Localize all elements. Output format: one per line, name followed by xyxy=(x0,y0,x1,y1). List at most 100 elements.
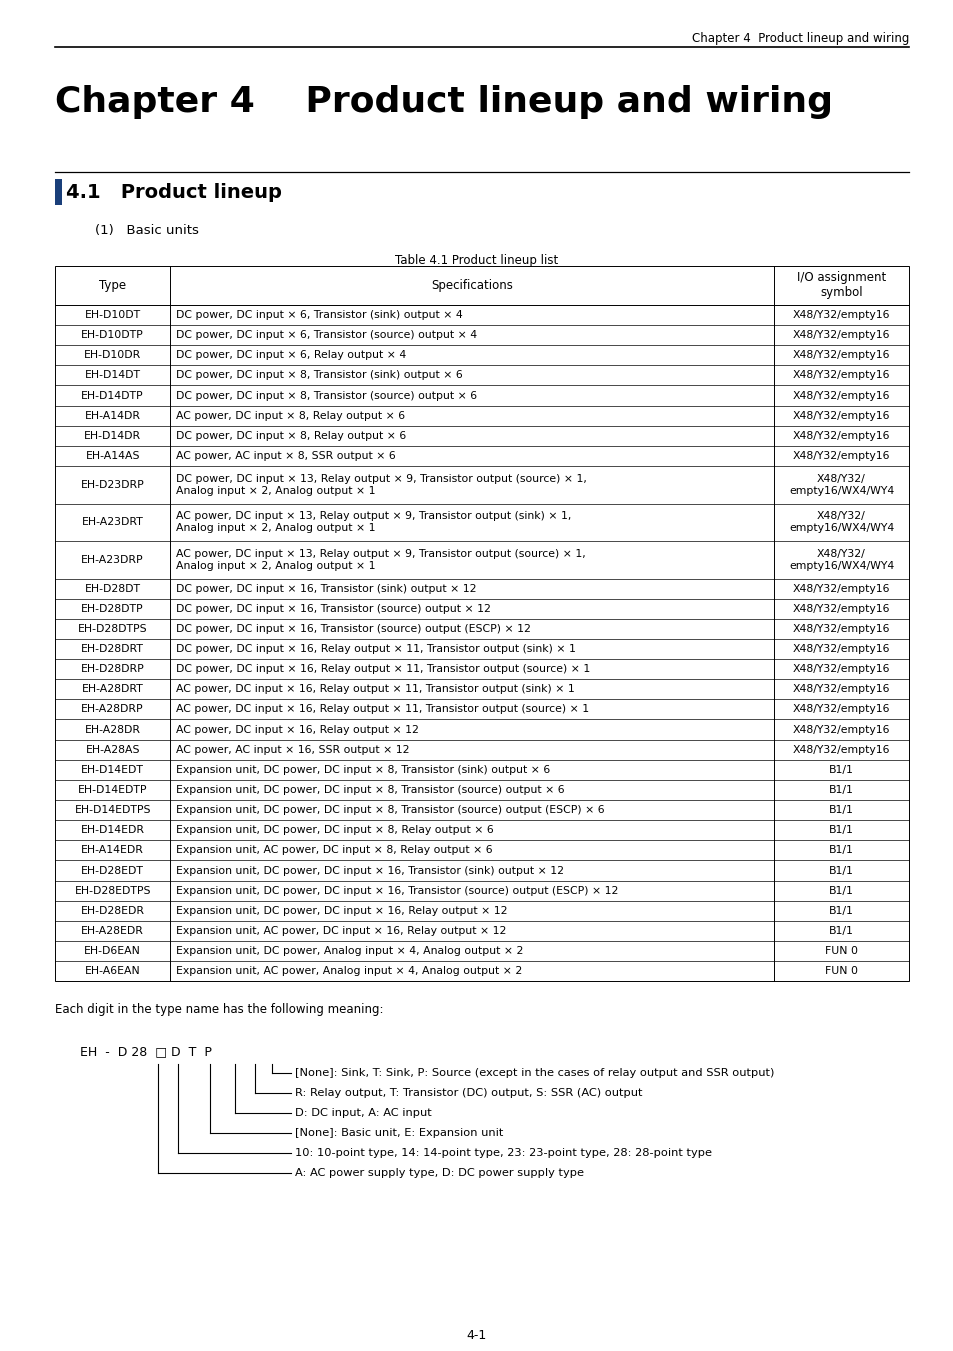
Text: AC power, DC input × 13, Relay output × 9, Transistor output (sink) × 1,
Analog : AC power, DC input × 13, Relay output × … xyxy=(176,512,571,534)
Text: R: Relay output, T: Transistor (DC) output, S: SSR (AC) output: R: Relay output, T: Transistor (DC) outp… xyxy=(294,1089,641,1098)
Text: EH-D23DRP: EH-D23DRP xyxy=(81,480,144,490)
Text: Expansion unit, DC power, DC input × 16, Transistor (sink) output × 12: Expansion unit, DC power, DC input × 16,… xyxy=(176,866,563,875)
Text: Expansion unit, DC power, DC input × 8, Transistor (source) output × 6: Expansion unit, DC power, DC input × 8, … xyxy=(176,785,564,794)
Text: X48/Y32/empty16: X48/Y32/empty16 xyxy=(792,370,889,381)
Text: B1/1: B1/1 xyxy=(828,905,853,916)
Text: EH-A6EAN: EH-A6EAN xyxy=(85,966,140,977)
Text: EH-D14EDT: EH-D14EDT xyxy=(81,765,144,775)
Text: X48/Y32/empty16: X48/Y32/empty16 xyxy=(792,724,889,735)
Text: X48/Y32/
empty16/WX4/WY4: X48/Y32/ empty16/WX4/WY4 xyxy=(788,549,893,570)
Text: 4-1: 4-1 xyxy=(466,1329,487,1342)
Text: B1/1: B1/1 xyxy=(828,785,853,794)
Text: [None]: Sink, T: Sink, P: Source (except in the cases of relay output and SSR ou: [None]: Sink, T: Sink, P: Source (except… xyxy=(294,1069,774,1078)
Text: EH-D28DTPS: EH-D28DTPS xyxy=(78,624,148,634)
Text: EH-D28DTP: EH-D28DTP xyxy=(81,604,144,613)
Bar xyxy=(55,266,908,981)
Text: X48/Y32/empty16: X48/Y32/empty16 xyxy=(792,644,889,654)
Text: AC power, DC input × 16, Relay output × 12: AC power, DC input × 16, Relay output × … xyxy=(176,724,418,735)
Text: EH-D14DR: EH-D14DR xyxy=(84,431,141,440)
Text: Expansion unit, DC power, DC input × 16, Relay output × 12: Expansion unit, DC power, DC input × 16,… xyxy=(176,905,507,916)
Text: D: DC input, A: AC input: D: DC input, A: AC input xyxy=(294,1108,432,1119)
Text: Expansion unit, DC power, Analog input × 4, Analog output × 2: Expansion unit, DC power, Analog input ×… xyxy=(176,946,523,957)
Text: EH-A23DRP: EH-A23DRP xyxy=(81,555,144,565)
Text: Chapter 4  Product lineup and wiring: Chapter 4 Product lineup and wiring xyxy=(691,32,908,45)
Text: EH-D10DR: EH-D10DR xyxy=(84,350,141,361)
Text: I/O assignment
symbol: I/O assignment symbol xyxy=(796,272,885,300)
Text: B1/1: B1/1 xyxy=(828,846,853,855)
Text: DC power, DC input × 6, Relay output × 4: DC power, DC input × 6, Relay output × 4 xyxy=(176,350,406,361)
Text: Expansion unit, AC power, Analog input × 4, Analog output × 2: Expansion unit, AC power, Analog input ×… xyxy=(176,966,522,977)
Text: EH-A28DRP: EH-A28DRP xyxy=(81,704,144,715)
Text: AC power, DC input × 13, Relay output × 9, Transistor output (source) × 1,
Analo: AC power, DC input × 13, Relay output × … xyxy=(176,549,585,570)
Text: AC power, AC input × 16, SSR output × 12: AC power, AC input × 16, SSR output × 12 xyxy=(176,744,410,755)
Text: X48/Y32/empty16: X48/Y32/empty16 xyxy=(792,350,889,361)
Text: B1/1: B1/1 xyxy=(828,805,853,815)
Text: Type: Type xyxy=(99,278,126,292)
Text: Expansion unit, DC power, DC input × 8, Transistor (sink) output × 6: Expansion unit, DC power, DC input × 8, … xyxy=(176,765,550,775)
Text: Each digit in the type name has the following meaning:: Each digit in the type name has the foll… xyxy=(55,1004,383,1016)
Text: X48/Y32/
empty16/WX4/WY4: X48/Y32/ empty16/WX4/WY4 xyxy=(788,512,893,534)
Text: DC power, DC input × 16, Transistor (source) output (ESCP) × 12: DC power, DC input × 16, Transistor (sou… xyxy=(176,624,531,634)
Text: DC power, DC input × 8, Relay output × 6: DC power, DC input × 8, Relay output × 6 xyxy=(176,431,406,440)
Text: DC power, DC input × 6, Transistor (source) output × 4: DC power, DC input × 6, Transistor (sour… xyxy=(176,330,476,340)
Text: AC power, DC input × 8, Relay output × 6: AC power, DC input × 8, Relay output × 6 xyxy=(176,411,405,420)
Text: X48/Y32/empty16: X48/Y32/empty16 xyxy=(792,309,889,320)
Text: EH-A28EDR: EH-A28EDR xyxy=(81,925,144,936)
Text: Specifications: Specifications xyxy=(431,278,513,292)
Text: AC power, DC input × 16, Relay output × 11, Transistor output (source) × 1: AC power, DC input × 16, Relay output × … xyxy=(176,704,589,715)
Text: B1/1: B1/1 xyxy=(828,866,853,875)
Text: X48/Y32/empty16: X48/Y32/empty16 xyxy=(792,390,889,400)
Text: EH-D28DT: EH-D28DT xyxy=(85,584,140,593)
Text: EH-D28EDT: EH-D28EDT xyxy=(81,866,144,875)
Text: Expansion unit, DC power, DC input × 8, Relay output × 6: Expansion unit, DC power, DC input × 8, … xyxy=(176,825,494,835)
Text: EH-D14EDTP: EH-D14EDTP xyxy=(78,785,148,794)
Text: Table 4.1 Product lineup list: Table 4.1 Product lineup list xyxy=(395,254,558,267)
Text: X48/Y32/empty16: X48/Y32/empty16 xyxy=(792,451,889,461)
Text: A: AC power supply type, D: DC power supply type: A: AC power supply type, D: DC power sup… xyxy=(294,1169,583,1178)
Text: EH-D14EDR: EH-D14EDR xyxy=(81,825,145,835)
Text: DC power, DC input × 16, Relay output × 11, Transistor output (source) × 1: DC power, DC input × 16, Relay output × … xyxy=(176,665,590,674)
Text: X48/Y32/
empty16/WX4/WY4: X48/Y32/ empty16/WX4/WY4 xyxy=(788,474,893,496)
Text: EH-D14EDTPS: EH-D14EDTPS xyxy=(74,805,151,815)
Text: AC power, AC input × 8, SSR output × 6: AC power, AC input × 8, SSR output × 6 xyxy=(176,451,395,461)
Text: FUN 0: FUN 0 xyxy=(824,946,857,957)
Text: EH  -  D 28  □ D  T  P: EH - D 28 □ D T P xyxy=(80,1046,212,1058)
Text: DC power, DC input × 16, Transistor (source) output × 12: DC power, DC input × 16, Transistor (sou… xyxy=(176,604,491,613)
Text: B1/1: B1/1 xyxy=(828,765,853,775)
Text: Expansion unit, AC power, DC input × 16, Relay output × 12: Expansion unit, AC power, DC input × 16,… xyxy=(176,925,506,936)
Text: DC power, DC input × 8, Transistor (source) output × 6: DC power, DC input × 8, Transistor (sour… xyxy=(176,390,476,400)
Text: X48/Y32/empty16: X48/Y32/empty16 xyxy=(792,604,889,613)
Text: X48/Y32/empty16: X48/Y32/empty16 xyxy=(792,665,889,674)
Text: EH-D28DRT: EH-D28DRT xyxy=(81,644,144,654)
Text: 4.1   Product lineup: 4.1 Product lineup xyxy=(66,182,281,203)
Text: [None]: Basic unit, E: Expansion unit: [None]: Basic unit, E: Expansion unit xyxy=(294,1128,503,1139)
Text: X48/Y32/empty16: X48/Y32/empty16 xyxy=(792,744,889,755)
Text: EH-A28DRT: EH-A28DRT xyxy=(82,684,143,694)
Text: EH-A28DR: EH-A28DR xyxy=(85,724,140,735)
Text: EH-D28EDTPS: EH-D28EDTPS xyxy=(74,886,151,896)
Text: Expansion unit, DC power, DC input × 8, Transistor (source) output (ESCP) × 6: Expansion unit, DC power, DC input × 8, … xyxy=(176,805,604,815)
Text: AC power, DC input × 16, Relay output × 11, Transistor output (sink) × 1: AC power, DC input × 16, Relay output × … xyxy=(176,684,575,694)
Text: 10: 10-point type, 14: 14-point type, 23: 23-point type, 28: 28-point type: 10: 10-point type, 14: 14-point type, 23… xyxy=(294,1148,711,1158)
Text: (1)   Basic units: (1) Basic units xyxy=(95,224,198,236)
Text: DC power, DC input × 16, Transistor (sink) output × 12: DC power, DC input × 16, Transistor (sin… xyxy=(176,584,476,593)
Text: EH-D10DT: EH-D10DT xyxy=(85,309,140,320)
Text: EH-A14DR: EH-A14DR xyxy=(85,411,140,420)
Text: Expansion unit, DC power, DC input × 16, Transistor (source) output (ESCP) × 12: Expansion unit, DC power, DC input × 16,… xyxy=(176,886,618,896)
Text: B1/1: B1/1 xyxy=(828,886,853,896)
Text: X48/Y32/empty16: X48/Y32/empty16 xyxy=(792,411,889,420)
Text: X48/Y32/empty16: X48/Y32/empty16 xyxy=(792,624,889,634)
Text: B1/1: B1/1 xyxy=(828,925,853,936)
Text: EH-D14DTP: EH-D14DTP xyxy=(81,390,144,400)
Text: DC power, DC input × 8, Transistor (sink) output × 6: DC power, DC input × 8, Transistor (sink… xyxy=(176,370,462,381)
Text: X48/Y32/empty16: X48/Y32/empty16 xyxy=(792,684,889,694)
Text: X48/Y32/empty16: X48/Y32/empty16 xyxy=(792,431,889,440)
Text: EH-A14AS: EH-A14AS xyxy=(86,451,140,461)
Bar xyxy=(55,178,62,205)
Text: B1/1: B1/1 xyxy=(828,825,853,835)
Text: EH-A28AS: EH-A28AS xyxy=(86,744,140,755)
Text: EH-A14EDR: EH-A14EDR xyxy=(81,846,144,855)
Text: DC power, DC input × 6, Transistor (sink) output × 4: DC power, DC input × 6, Transistor (sink… xyxy=(176,309,462,320)
Text: EH-D28EDR: EH-D28EDR xyxy=(81,905,145,916)
Text: EH-D6EAN: EH-D6EAN xyxy=(84,946,141,957)
